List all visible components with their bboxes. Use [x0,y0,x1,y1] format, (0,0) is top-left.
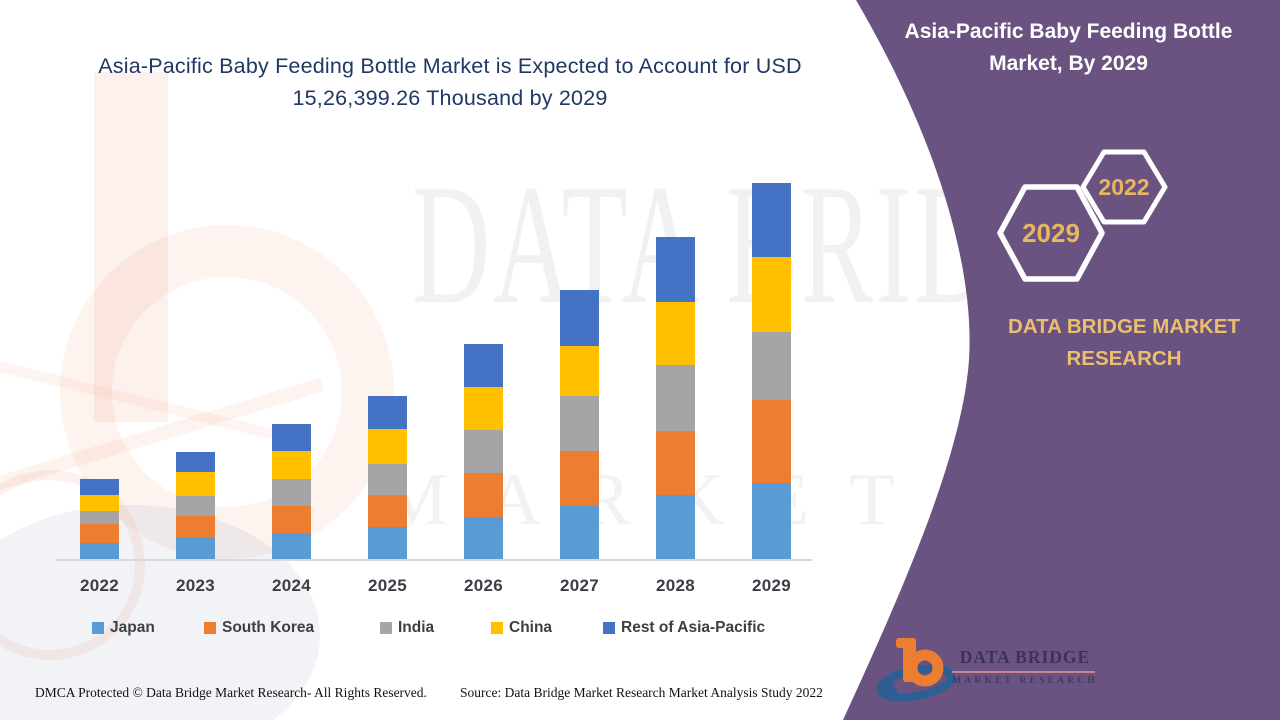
bar-segment-china [272,451,311,479]
bar-segment-japan [80,543,119,559]
dmca-notice: DMCA Protected © Data Bridge Market Rese… [35,685,427,700]
bar-segment-rest-of-asia-pacific [176,452,215,472]
logo-name-text: DATA BRIDGE [959,647,1091,667]
bar-segment-china [80,495,119,511]
bar-2028 [656,237,695,559]
bar-2026 [464,344,503,559]
x-axis-label-2029: 2029 [751,576,792,595]
legend-swatch [603,622,615,634]
logo-underline [952,671,1095,673]
bar-2027 [560,290,599,559]
x-axis-label-2022: 2022 [79,576,120,595]
bar-segment-south-korea [464,473,503,517]
x-axis-label-2026: 2026 [463,576,504,595]
bar-segment-south-korea [368,495,407,527]
bar-segment-rest-of-asia-pacific [560,290,599,346]
legend-item-south-korea: South Korea [204,619,314,637]
legend-item-india: India [380,619,434,637]
bar-segment-rest-of-asia-pacific [80,479,119,495]
x-axis-line [55,559,812,561]
hexagon-2029 [997,184,1105,282]
hexagon-2022-label: 2022 [1098,174,1149,200]
legend-item-china: China [491,619,552,637]
bar-segment-india [560,396,599,451]
legend-label: India [398,619,435,636]
bar-segment-china [176,472,215,496]
legend-swatch [92,622,104,634]
legend-swatch [380,622,392,634]
bar-segment-japan [656,495,695,559]
bar-segment-japan [176,537,215,559]
bar-segment-south-korea [752,400,791,483]
bar-segment-japan [560,506,599,559]
bar-segment-india [656,365,695,431]
page-title: Asia-Pacific Baby Feeding Bottle Market … [98,54,802,110]
bar-segment-japan [752,483,791,559]
purple-panel-shape [843,0,1280,720]
x-axis-label-2025: 2025 [367,576,408,595]
brand-text: DATA BRIDGE MARKET RESEARCH [1008,315,1240,370]
bar-segment-china [752,257,791,332]
bar-segment-japan [368,527,407,559]
hexagon-2029-label: 2029 [1022,218,1080,248]
bar-segment-india [752,332,791,400]
legend-swatch [491,622,503,634]
bar-segment-india [272,479,311,506]
source-note: Source: Data Bridge Market Research Mark… [460,685,823,700]
bar-2023 [176,452,215,559]
bar-2029 [752,183,791,559]
legend-label: South Korea [222,619,315,636]
bar-segment-rest-of-asia-pacific [656,237,695,302]
bar-segment-india [176,496,215,516]
x-axis-label-2028: 2028 [655,576,696,595]
bar-2025 [368,396,407,559]
bar-segment-south-korea [272,506,311,533]
bar-segment-china [368,429,407,464]
legend-item-japan: Japan [92,619,155,637]
legend-label: Rest of Asia-Pacific [621,619,766,636]
bar-segment-south-korea [80,524,119,543]
bar-segment-china [656,302,695,365]
bar-segment-rest-of-asia-pacific [752,183,791,257]
legend-label: Japan [110,619,155,636]
bar-segment-india [80,511,119,524]
bar-segment-south-korea [656,431,695,495]
bar-segment-india [464,430,503,473]
legend-swatch [204,622,216,634]
legend-item-rest-of-asia-pacific: Rest of Asia-Pacific [603,619,765,637]
bar-segment-rest-of-asia-pacific [464,344,503,387]
side-panel-title: Asia-Pacific Baby Feeding Bottle Market,… [904,20,1233,75]
bar-2024 [272,424,311,559]
bar-segment-china [464,387,503,430]
bar-segment-japan [464,517,503,559]
bar-segment-rest-of-asia-pacific [272,424,311,451]
x-axis-label-2023: 2023 [175,576,216,595]
bar-segment-japan [272,533,311,559]
x-axis-label-2027: 2027 [559,576,600,595]
logo-subtitle-text: MARKET RESEARCH [952,676,1098,686]
bar-segment-china [560,346,599,396]
logo-orange-serif [896,638,916,648]
hexagon-2022 [1080,149,1168,225]
bar-segment-south-korea [176,516,215,537]
x-axis-label-2024: 2024 [271,576,312,595]
bar-2022 [80,479,119,559]
legend-label: China [509,619,553,636]
bar-segment-india [368,464,407,495]
bar-segment-south-korea [560,451,599,506]
bar-segment-rest-of-asia-pacific [368,396,407,429]
logo-blue-tail [881,682,898,700]
logo-orange-bowl [906,649,944,687]
